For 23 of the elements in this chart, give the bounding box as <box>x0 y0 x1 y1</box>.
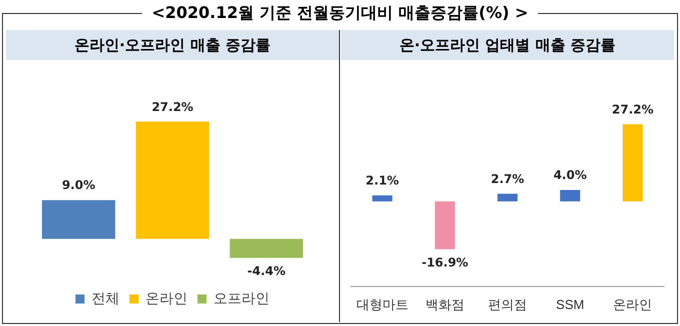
bar <box>434 201 455 250</box>
bar <box>497 194 518 202</box>
bar <box>560 190 580 202</box>
x-tick-label: 온라인 <box>613 296 652 312</box>
text: <2020.12월 기준 전월동기대비 매출증감률(%) > <box>142 3 538 22</box>
data-label: 9.0% <box>62 178 96 192</box>
chart-subtitle: 온라인·오프라인 매출 증감률 <box>6 30 339 60</box>
x-tick-label: 백화점 <box>425 296 464 312</box>
data-label: 4.0% <box>553 168 587 182</box>
legend-label: 전체 <box>92 290 120 306</box>
data-label: 27.2% <box>152 100 194 114</box>
legend-label: 오프라인 <box>214 290 270 306</box>
chart-title: 온·오프라인 업태별 매출 증감률 <box>341 30 674 60</box>
x-tick-label: SSM <box>556 296 584 312</box>
data-label: -4.4% <box>247 264 286 278</box>
data-label: 27.2% <box>612 102 654 116</box>
x-tick-label: 편의점 <box>488 296 527 312</box>
data-label: -16.9% <box>422 255 468 270</box>
data-label: 2.1% <box>366 174 399 188</box>
data-label: 2.7% <box>490 172 524 186</box>
x-tick-label: 대형마트 <box>356 296 408 312</box>
bar <box>372 195 392 202</box>
bar <box>622 124 643 202</box>
